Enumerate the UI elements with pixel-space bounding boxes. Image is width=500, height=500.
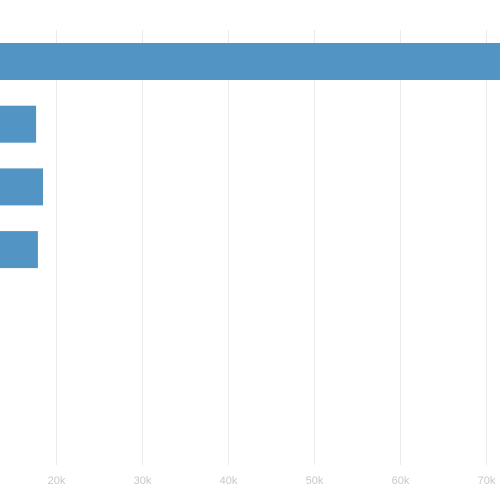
x-tick-label: 20k	[48, 475, 66, 487]
grid-lines	[56, 30, 487, 465]
bar	[0, 105, 37, 143]
x-tick-label: 50k	[306, 475, 324, 487]
bar	[0, 231, 38, 269]
bars	[0, 43, 500, 269]
x-tick-label: 30k	[134, 475, 152, 487]
x-tick-label: 40k	[220, 475, 238, 487]
x-tick-label: 60k	[392, 475, 410, 487]
bar	[0, 43, 500, 80]
x-tick-label: 70k	[478, 475, 496, 487]
x-axis-tick-labels: 20k 30k 40k 50k 60k 70k	[48, 475, 496, 487]
bar	[0, 168, 43, 206]
